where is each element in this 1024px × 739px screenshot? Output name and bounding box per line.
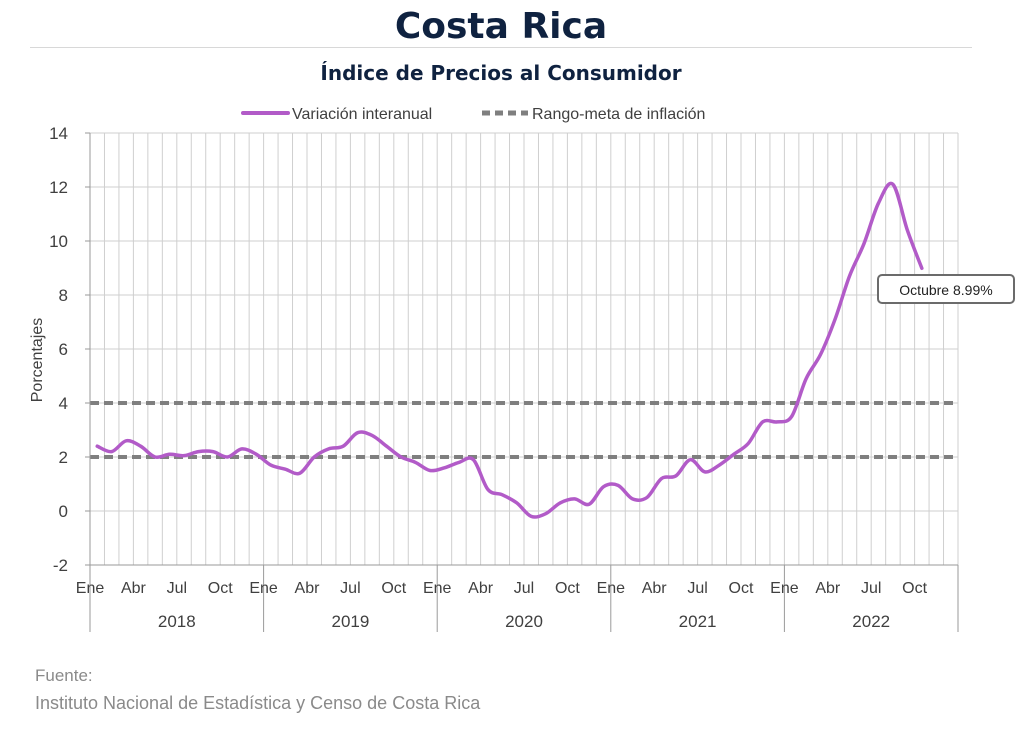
x-tick-label: Abr — [642, 580, 668, 597]
x-tick-label: Ene — [249, 580, 278, 597]
x-tick-label: Ene — [770, 580, 799, 597]
x-tick-label: Abr — [815, 580, 841, 597]
cpi-line-chart: Variación interanual Rango-meta de infla… — [29, 106, 1015, 632]
y-axis-title: Porcentajes — [29, 318, 46, 403]
legend-label-variacion: Variación interanual — [292, 106, 432, 123]
year-label: 2022 — [852, 612, 890, 631]
annotation: Octubre 8.99% — [877, 274, 1015, 304]
legend-label-rango-meta: Rango-meta de inflación — [532, 106, 705, 123]
source-label: Fuente: — [35, 666, 93, 685]
x-tick-label: Jul — [167, 580, 187, 597]
data-series — [95, 181, 924, 519]
y-tick-label: 10 — [49, 232, 68, 251]
x-tick-label: Jul — [687, 580, 707, 597]
target-range-lines — [90, 401, 958, 459]
y-tick-label: 14 — [49, 124, 68, 143]
y-tick-label: -2 — [53, 556, 68, 575]
annotation-box — [877, 274, 1015, 304]
y-axis: -2 0 2 4 6 8 10 12 14 — [49, 124, 91, 575]
year-label: 2018 — [158, 612, 196, 631]
y-tick-label: 0 — [59, 502, 68, 521]
year-label: 2021 — [679, 612, 717, 631]
x-tick-label: Jul — [514, 580, 534, 597]
y-tick-label: 8 — [59, 286, 68, 305]
x-tick-label: Ene — [423, 580, 452, 597]
y-tick-label: 4 — [59, 394, 68, 413]
x-tick-label: Oct — [381, 580, 406, 597]
x-tick-label: Ene — [76, 580, 105, 597]
chart-legend: Variación interanual Rango-meta de infla… — [241, 106, 705, 123]
x-tick-label: Jul — [340, 580, 360, 597]
y-tick-label: 12 — [49, 178, 68, 197]
year-label: 2020 — [505, 612, 543, 631]
x-tick-label: Jul — [861, 580, 881, 597]
source-text: Instituto Nacional de Estadística y Cens… — [35, 693, 481, 713]
title-divider — [30, 47, 972, 48]
y-tick-label: 2 — [59, 448, 68, 467]
x-tick-label: Abr — [295, 580, 321, 597]
chart-title: Costa Rica — [394, 6, 608, 47]
year-label: 2019 — [331, 612, 369, 631]
x-axis: Ene Abr Jul Oct 2018 Ene Abr Jul Oct 2019 Ene Abr Ju… — [76, 564, 959, 632]
x-tick-label: Oct — [729, 580, 754, 597]
x-tick-label: Oct — [555, 580, 580, 597]
x-tick-label: Abr — [468, 580, 494, 597]
chart-subtitle: Índice de Precios al Consumidor — [320, 61, 682, 85]
y-tick-label: 6 — [59, 340, 68, 359]
annotation-label: Octubre 8.99% — [899, 282, 992, 298]
x-tick-label: Ene — [597, 580, 626, 597]
x-tick-label: Oct — [208, 580, 233, 597]
series-line-variacion — [95, 181, 924, 519]
x-tick-label: Oct — [902, 580, 927, 597]
x-tick-label: Abr — [121, 580, 147, 597]
